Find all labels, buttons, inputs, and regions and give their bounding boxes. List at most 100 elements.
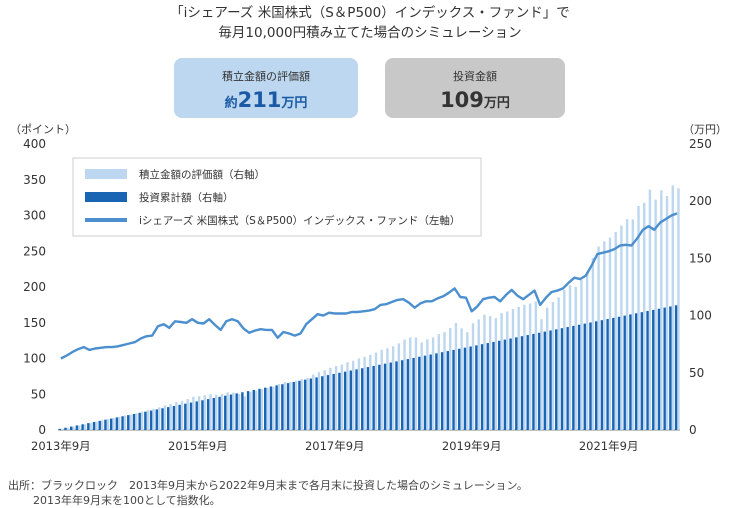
valuation-bar [397, 343, 401, 430]
invested-bar [349, 370, 352, 430]
invested-bar [475, 345, 478, 430]
invested-bar [195, 401, 198, 430]
invested-bar [361, 368, 364, 430]
invested-bar [144, 411, 147, 430]
right-axis-tick: 0 [689, 423, 697, 437]
invested-bar [58, 428, 61, 430]
valuation-bar [106, 419, 110, 430]
invested-bar [549, 330, 552, 430]
invested-bar [612, 317, 615, 430]
valuation-bar [677, 188, 680, 430]
invested-unit: 万円 [483, 96, 510, 111]
valuation-bar [180, 401, 184, 430]
invested-bar [440, 352, 444, 430]
valuation-bar [146, 410, 149, 430]
invested-bar [201, 400, 204, 430]
valuation-bar [574, 286, 577, 430]
valuation-bar [420, 342, 423, 430]
invested-bar [640, 312, 644, 430]
valuation-bar [603, 241, 606, 430]
invested-bar [480, 344, 484, 430]
valuation-bar [260, 389, 264, 430]
invested-bar [657, 308, 661, 430]
valuation-label: 積立金額の評価額 [222, 70, 310, 83]
valuation-bar [637, 206, 640, 430]
valuation-bar [643, 202, 646, 430]
valuation-bar [203, 395, 207, 430]
right-axis-label: （万円） [683, 123, 727, 136]
valuation-bar [340, 364, 343, 430]
valuation-bar [323, 370, 326, 430]
valuation-bar [363, 356, 366, 430]
valuation-bar [540, 319, 543, 430]
valuation-bar [192, 396, 195, 430]
valuation-bar [289, 381, 292, 430]
invested-bar [218, 396, 221, 430]
invested-bar [326, 375, 330, 430]
valuation-bar [620, 225, 623, 430]
valuation-bar [169, 404, 172, 430]
valuation-bar [254, 390, 258, 430]
valuation-bar [83, 424, 87, 430]
invested-bar [412, 357, 415, 430]
valuation-bar [671, 185, 674, 430]
invested-bar [252, 389, 255, 430]
invested-bar [292, 381, 295, 430]
valuation-bar [249, 392, 252, 430]
valuation-bar [272, 386, 275, 430]
valuation-bar [477, 319, 480, 430]
invested-bar [127, 415, 130, 430]
valuation-bar [112, 417, 115, 430]
valuation-bar [665, 196, 669, 430]
valuation-bar [215, 394, 218, 430]
valuation-amount: 約211万円 [174, 88, 358, 112]
invested-bar [446, 351, 450, 430]
invested-bar [372, 365, 375, 430]
valuation-bar [631, 219, 635, 430]
valuation-bar [546, 307, 549, 430]
invested-bar [486, 343, 489, 430]
chart-title-line2: 毎月10,000円積み立てた場合のシミュレーション [218, 25, 522, 41]
footnote-line2: 2013年年9月末を100として指数化。 [33, 494, 221, 507]
invested-bar [663, 307, 666, 430]
valuation-bar [534, 301, 537, 430]
invested-bar [429, 354, 432, 430]
valuation-bar [506, 311, 509, 430]
invested-bar [555, 329, 558, 430]
valuation-bar [523, 304, 526, 430]
invested-bar [241, 392, 244, 430]
invested-bar [246, 391, 250, 430]
valuation-bar [654, 199, 657, 430]
legend-box [72, 157, 482, 237]
valuation-bar [135, 413, 138, 430]
invested-bar [258, 388, 261, 430]
invested-bar [132, 413, 136, 430]
invested-bar [594, 321, 598, 430]
valuation-bar [60, 428, 64, 430]
invested-bar [81, 424, 84, 430]
invested-bar [166, 407, 170, 430]
invested-bar [229, 394, 233, 430]
valuation-bar [460, 328, 463, 430]
valuation-bar [100, 420, 104, 430]
valuation-bar [528, 303, 532, 430]
valuation-bar [312, 374, 315, 430]
invested-bar [435, 353, 438, 430]
valuation-bar [351, 360, 355, 430]
invested-bar [332, 373, 335, 430]
left-axis-label: （ポイント） [10, 123, 76, 136]
right-axis-tick: 50 [689, 366, 704, 380]
valuation-bar [471, 323, 475, 430]
valuation-bar [608, 237, 612, 430]
invested-bar [566, 327, 569, 430]
valuation-bar [568, 285, 572, 430]
valuation-bar [386, 348, 389, 430]
invested-bar [87, 423, 90, 430]
invested-bar [526, 335, 529, 430]
x-axis-tick: 2019年9月 [442, 439, 502, 453]
valuation-bar [118, 416, 121, 430]
valuation-bar [391, 346, 395, 430]
valuation-bar [243, 396, 246, 430]
valuation-bar [237, 393, 241, 430]
invested-bar [315, 377, 318, 430]
